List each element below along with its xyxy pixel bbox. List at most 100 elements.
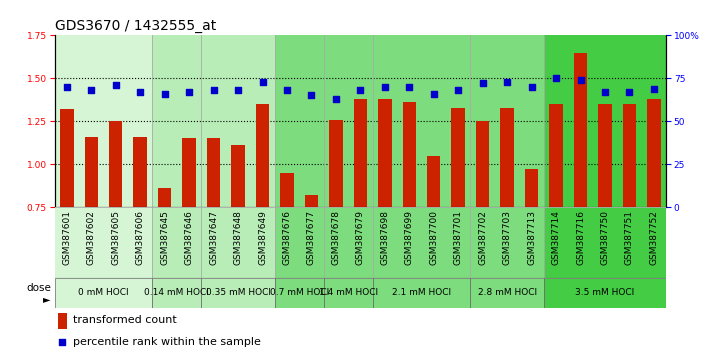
Bar	[55, 278, 152, 308]
Bar	[274, 278, 324, 308]
Text: GSM387646: GSM387646	[185, 210, 194, 265]
Text: GSM387751: GSM387751	[625, 210, 634, 265]
Point	[624, 89, 636, 95]
Text: 2.1 mM HOCl: 2.1 mM HOCl	[392, 289, 451, 297]
Bar	[427, 155, 440, 207]
Text: 3.5 mM HOCl: 3.5 mM HOCl	[575, 289, 635, 297]
Bar	[152, 207, 202, 278]
Text: GSM387647: GSM387647	[209, 210, 218, 265]
Bar	[58, 313, 67, 329]
Bar	[202, 207, 274, 278]
Text: GSM387645: GSM387645	[160, 210, 169, 265]
Bar	[403, 102, 416, 207]
Bar	[84, 137, 98, 207]
Bar	[647, 99, 660, 207]
Point	[135, 89, 146, 95]
Bar	[470, 278, 544, 308]
Text: GSM387602: GSM387602	[87, 210, 96, 265]
Bar	[378, 99, 392, 207]
Bar	[55, 35, 152, 207]
Text: GSM387750: GSM387750	[601, 210, 609, 265]
Point	[207, 87, 219, 93]
Bar	[324, 207, 373, 278]
Text: GSM387716: GSM387716	[576, 210, 585, 265]
Text: GSM387606: GSM387606	[135, 210, 145, 265]
Point	[355, 87, 366, 93]
Text: GSM387703: GSM387703	[502, 210, 512, 265]
Text: GSM387679: GSM387679	[356, 210, 365, 265]
Text: 0.14 mM HOCl: 0.14 mM HOCl	[144, 289, 210, 297]
Point	[452, 87, 464, 93]
Text: 0 mM HOCl: 0 mM HOCl	[78, 289, 129, 297]
Bar	[202, 35, 274, 207]
Bar	[133, 137, 147, 207]
Bar	[622, 104, 636, 207]
Point	[330, 96, 341, 102]
Text: GSM387678: GSM387678	[331, 210, 341, 265]
Bar	[55, 207, 152, 278]
Point	[428, 91, 440, 97]
Bar	[152, 278, 202, 308]
Text: GSM387605: GSM387605	[111, 210, 120, 265]
Bar	[470, 35, 544, 207]
Bar	[598, 104, 612, 207]
Bar	[500, 108, 514, 207]
Text: GSM387649: GSM387649	[258, 210, 267, 265]
Bar	[232, 145, 245, 207]
Bar	[373, 207, 470, 278]
Point	[232, 87, 244, 93]
Point	[403, 84, 415, 90]
Bar	[451, 108, 465, 207]
Text: GSM387701: GSM387701	[454, 210, 463, 265]
Text: GSM387676: GSM387676	[282, 210, 291, 265]
Bar	[280, 173, 293, 207]
Bar	[544, 35, 666, 207]
Text: GSM387648: GSM387648	[234, 210, 242, 265]
Point	[257, 79, 269, 85]
Text: ►: ►	[44, 295, 51, 304]
Bar	[152, 35, 202, 207]
Bar	[373, 278, 470, 308]
Point	[61, 84, 73, 90]
Text: GSM387713: GSM387713	[527, 210, 536, 265]
Text: GSM387700: GSM387700	[430, 210, 438, 265]
Point	[550, 75, 562, 81]
Point	[281, 87, 293, 93]
Bar	[183, 138, 196, 207]
Point	[271, 224, 282, 229]
Point	[110, 82, 122, 88]
Text: percentile rank within the sample: percentile rank within the sample	[73, 337, 261, 348]
Bar	[274, 35, 324, 207]
Point	[159, 91, 170, 97]
Text: dose: dose	[26, 284, 51, 293]
Point	[85, 87, 97, 93]
Text: GSM387714: GSM387714	[552, 210, 561, 265]
Point	[599, 89, 611, 95]
Point	[379, 84, 391, 90]
Text: GDS3670 / 1432555_at: GDS3670 / 1432555_at	[55, 19, 215, 33]
Bar	[329, 120, 343, 207]
Bar	[373, 35, 470, 207]
Point	[477, 81, 488, 86]
Text: GSM387752: GSM387752	[649, 210, 658, 265]
Text: GSM387702: GSM387702	[478, 210, 487, 265]
Text: GSM387601: GSM387601	[63, 210, 71, 265]
Text: 0.35 mM HOCl: 0.35 mM HOCl	[205, 289, 271, 297]
Point	[526, 84, 537, 90]
Text: GSM387699: GSM387699	[405, 210, 414, 265]
Bar	[274, 207, 324, 278]
Bar	[470, 207, 544, 278]
Bar	[525, 169, 538, 207]
Bar	[324, 278, 373, 308]
Text: 0.7 mM HOCl: 0.7 mM HOCl	[269, 289, 329, 297]
Text: GSM387677: GSM387677	[307, 210, 316, 265]
Text: transformed count: transformed count	[73, 315, 177, 325]
Bar	[60, 109, 74, 207]
Bar	[305, 195, 318, 207]
Point	[306, 93, 317, 98]
Point	[183, 89, 195, 95]
Bar	[550, 104, 563, 207]
Bar	[476, 121, 489, 207]
Text: 2.8 mM HOCl: 2.8 mM HOCl	[478, 289, 537, 297]
Bar	[158, 188, 171, 207]
